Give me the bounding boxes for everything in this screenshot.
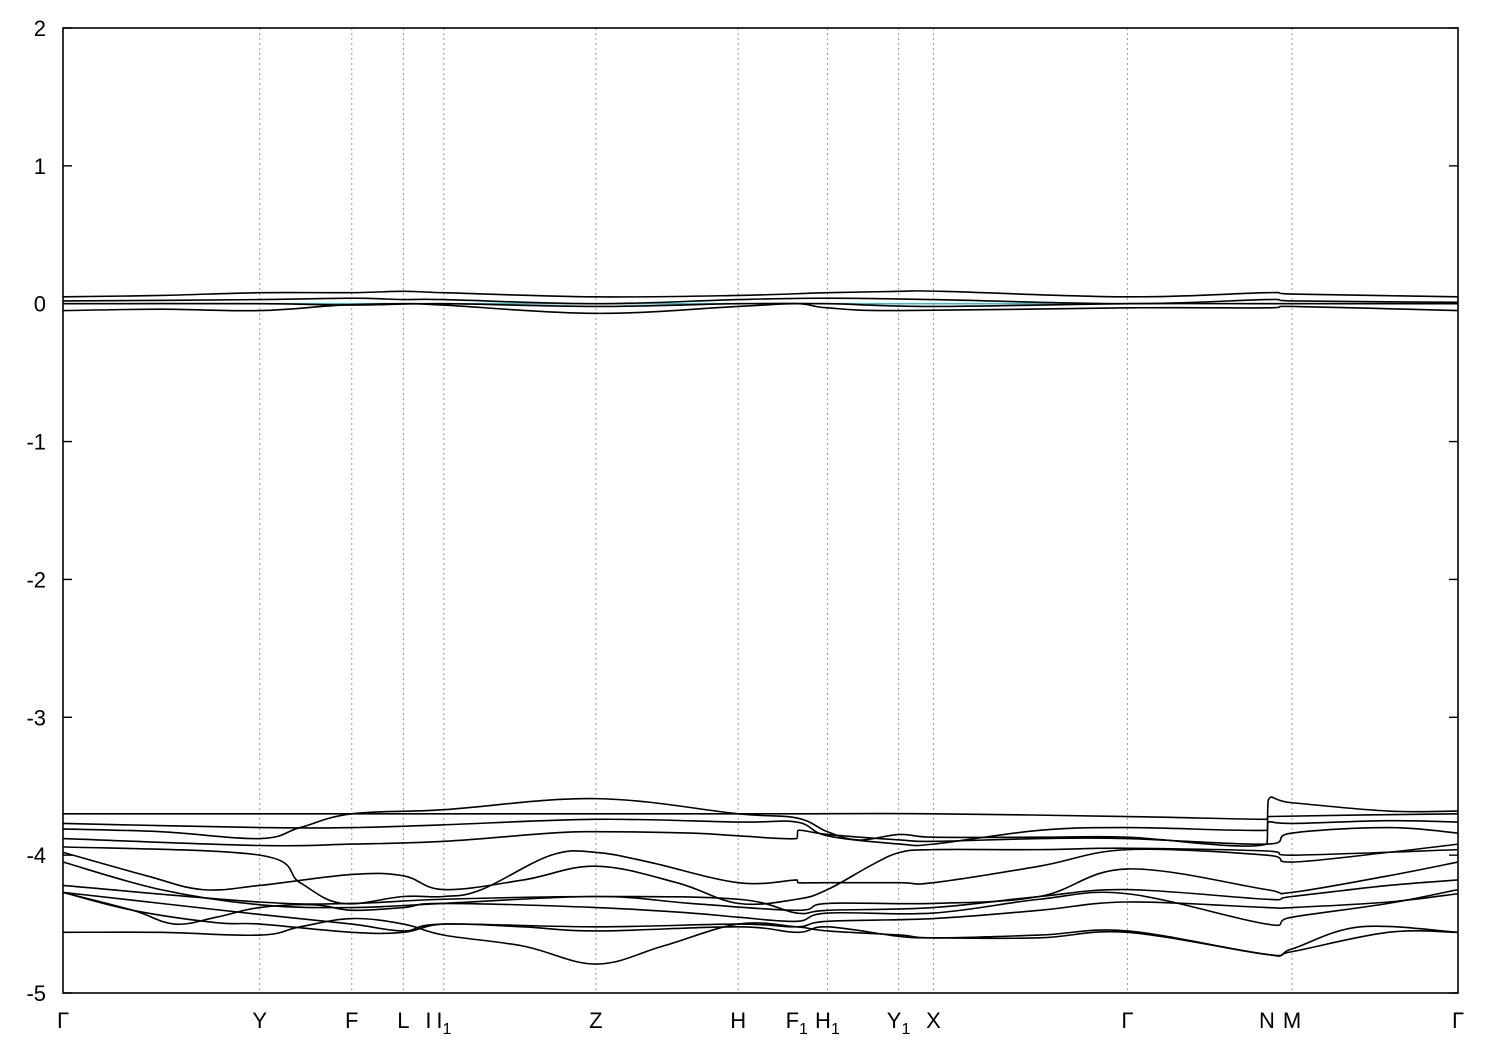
kpoint-label-1: Y xyxy=(252,1008,267,1033)
band-9 xyxy=(62,843,1459,905)
band-16 xyxy=(62,891,1459,957)
plot-frame xyxy=(62,27,1459,994)
kpoint-label-15: Γ xyxy=(1452,1008,1464,1033)
kpoint-label-14: M xyxy=(1283,1008,1301,1033)
band-4 xyxy=(62,302,1459,315)
kpoint-label-7: H xyxy=(730,1008,746,1033)
kpoint-label-5: I1 xyxy=(436,1008,451,1038)
kpoint-label-3: L xyxy=(397,1008,409,1033)
kpoint-label-12: Γ xyxy=(1121,1008,1133,1033)
kpoint-label-0: Γ xyxy=(57,1008,69,1033)
kpoint-label-10: Y1 xyxy=(887,1008,911,1038)
kpoint-label-13: N xyxy=(1259,1008,1275,1033)
band-10 xyxy=(62,847,1459,906)
band-8 xyxy=(62,826,1459,847)
band-2 xyxy=(62,297,1459,305)
band-12 xyxy=(62,879,1459,915)
y-tick-label-2: 0 xyxy=(34,292,46,317)
y-tick-label-7: -5 xyxy=(26,981,46,1006)
bands xyxy=(62,290,1459,965)
y-tick-label-4: -2 xyxy=(26,567,46,592)
x-axis-ticks: Γ Y F L I I1 Z H F1 H1 Y1 X Γ N M Γ xyxy=(57,1008,1464,1038)
band-5 xyxy=(63,812,1459,821)
y-tick-label-3: -1 xyxy=(26,430,46,455)
kpoint-label-2: F xyxy=(345,1008,358,1033)
band-6 xyxy=(62,818,1459,847)
y-tick-label-0: 2 xyxy=(34,16,46,41)
band-1 xyxy=(62,290,1459,298)
band-13 xyxy=(62,888,1459,927)
y-axis-ticks: 2 1 0 -1 -2 -3 -4 -5 xyxy=(26,16,1458,1006)
kpoint-label-9: H1 xyxy=(815,1008,840,1038)
gridlines xyxy=(259,28,1293,993)
kpoint-label-8: F1 xyxy=(786,1008,808,1038)
kpoint-label-6: Z xyxy=(589,1008,602,1033)
y-tick-label-1: 1 xyxy=(34,154,46,179)
kpoint-label-11: X xyxy=(926,1008,941,1033)
kpoint-label-4: I xyxy=(425,1008,431,1033)
band-11 xyxy=(62,861,1459,912)
y-tick-label-6: -4 xyxy=(26,843,46,868)
y-tick-label-5: -3 xyxy=(26,705,46,730)
